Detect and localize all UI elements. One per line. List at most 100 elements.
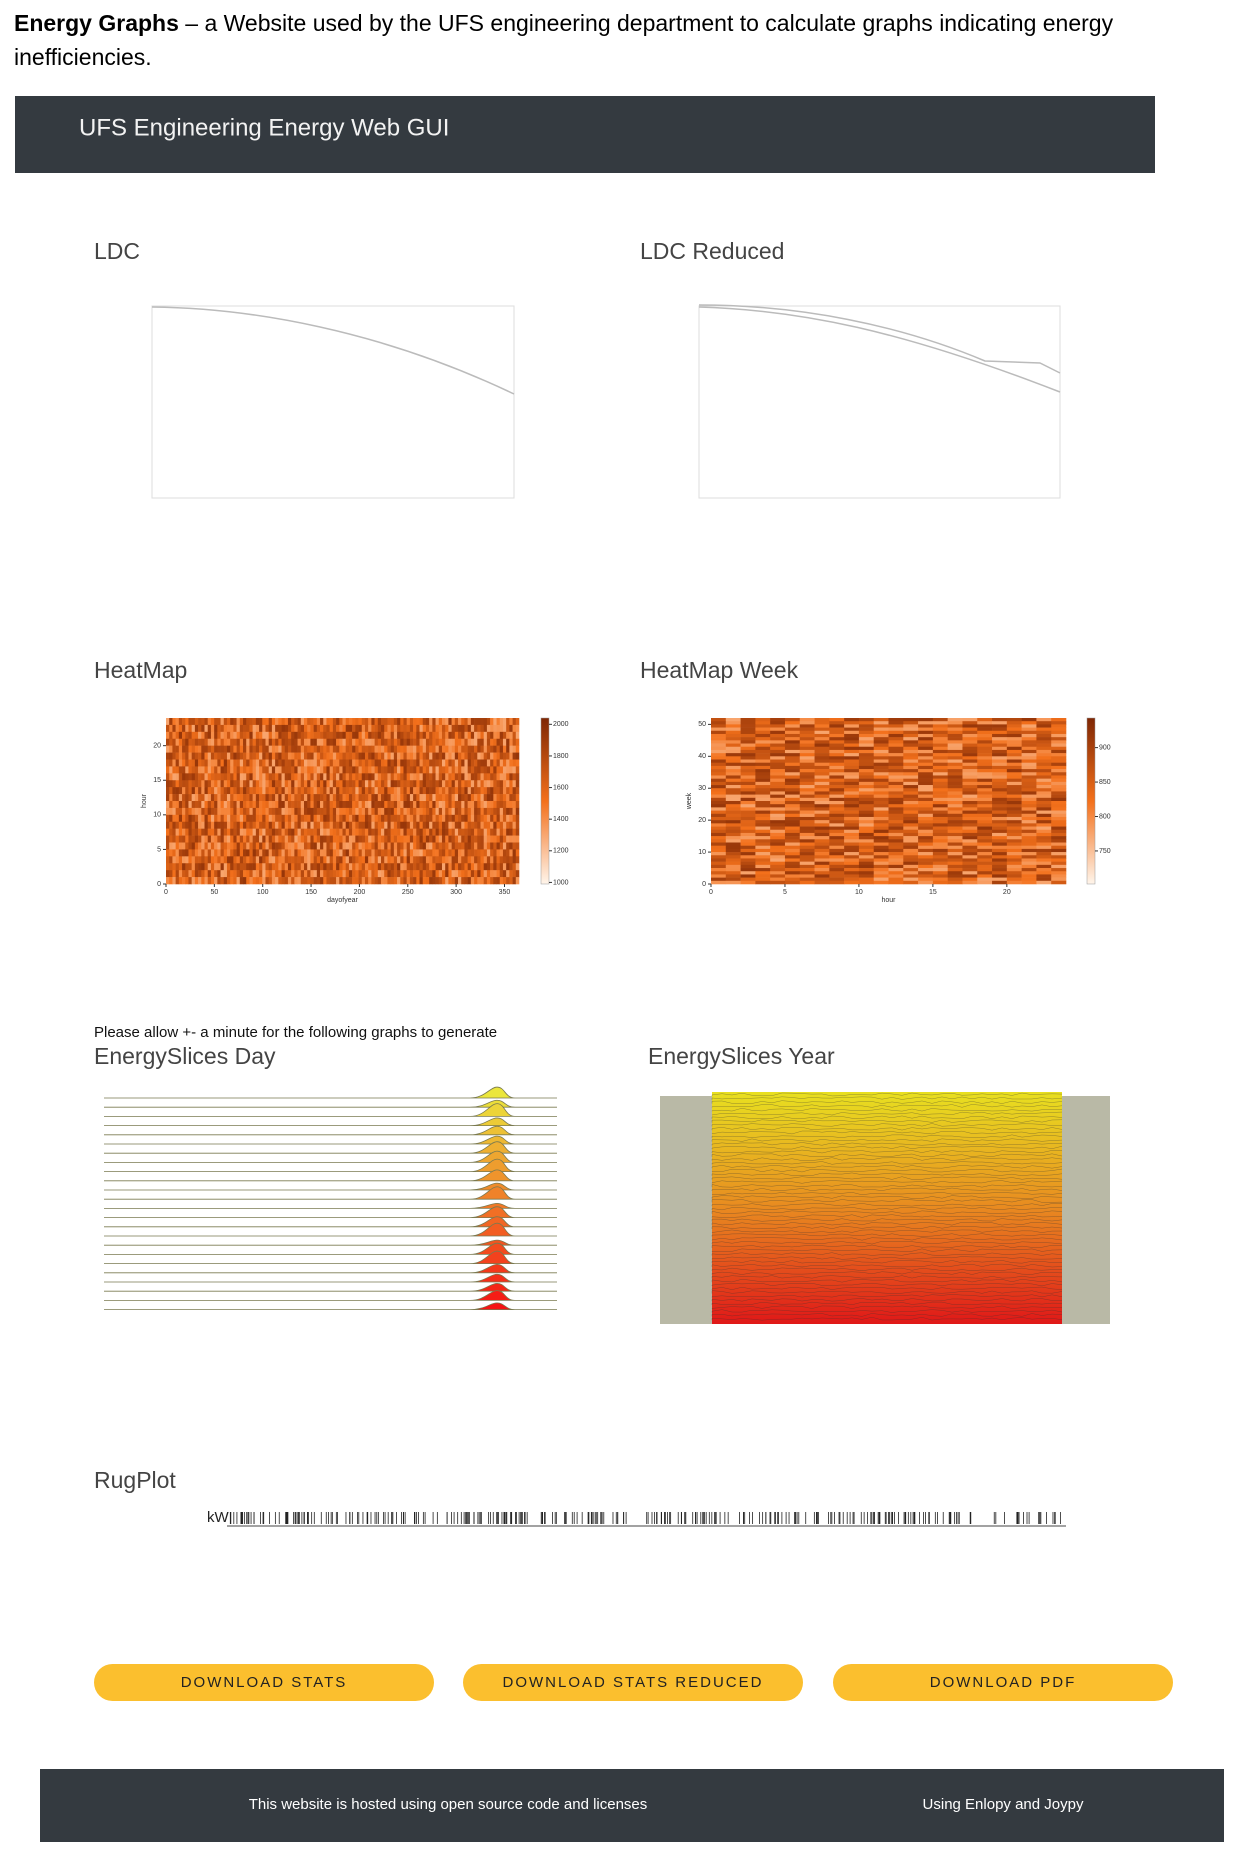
heat-cell [355,801,359,809]
heat-cell [445,718,449,726]
heat-cell [502,787,507,795]
heat-cell [246,807,250,816]
heat-cell [445,863,449,871]
heat-cell [239,814,244,823]
heat-cell [198,731,202,740]
heat-cell [432,759,436,767]
heat-cell [814,813,830,818]
heat-cell [217,794,221,802]
button-label[interactable]: DOWNLOAD STATS REDUCED [503,1674,764,1691]
heat-cell [947,772,963,776]
heat-cell [474,828,478,836]
heat-cell [194,787,199,795]
heat-cell [358,801,363,809]
heat-cell [477,759,481,767]
heat-cell [390,814,395,823]
heat-cell [278,759,282,767]
heat-cell [474,807,478,816]
heat-cell [307,718,311,726]
heat-cell [903,864,919,869]
heat-cell [903,858,919,862]
navbar-title[interactable]: UFS Engineering Energy Web GUI [79,114,449,141]
heat-cell [255,877,260,885]
heat-cell [371,766,375,774]
slice-line [711,1195,1063,1199]
heat-cell [339,821,343,829]
heat-cell [169,877,173,885]
slice-line [711,1165,1063,1169]
heat-cell [188,877,192,885]
heat-cell [829,794,845,799]
heat-cell [483,863,488,871]
heat-cell [1006,733,1022,738]
heat-cell [770,852,786,856]
heat-cell [303,849,308,857]
heat-cell [770,794,786,799]
heat-cell [287,856,292,864]
heat-cell [858,727,875,732]
heat-cell [483,821,488,829]
heat-cell [374,724,379,733]
heat-cell [185,787,189,795]
download-button[interactable] [94,1664,434,1701]
heat-cell [888,868,904,872]
heat-cell [1051,746,1067,751]
heat-cell [432,863,436,871]
heat-cell [284,718,289,726]
heat-cell [467,828,472,836]
button-label[interactable]: DOWNLOAD PDF [930,1674,1077,1691]
heat-cell [419,745,424,753]
heat-cell [400,821,404,829]
heat-cell [278,724,282,733]
heat-cell [740,730,756,735]
heat-cell [725,788,741,792]
heat-cell [903,769,919,773]
heat-cell [512,828,517,836]
heat-cell [1036,765,1052,770]
heat-cell [740,807,756,811]
heat-cell [977,829,993,834]
heat-cell [947,746,963,751]
heat-cell [486,849,491,857]
heat-cell [977,733,993,738]
heat-cell [374,849,379,857]
heat-cell [445,773,449,781]
heat-cell [464,773,468,781]
heat-cell [323,787,327,795]
heat-cell [474,794,478,802]
heat-cell [320,856,324,864]
heat-cell [814,749,830,754]
heat-cell [873,772,889,776]
heat-cell [1021,778,1037,783]
heat-cell [377,842,382,850]
heat-cell [278,787,282,795]
heat-cell [233,787,237,795]
heat-cell [246,724,250,733]
heat-cell [873,721,889,725]
heat-cell [740,820,756,824]
x-tick-label: 350 [499,889,511,896]
heat-cell [313,849,318,857]
heat-cell [454,759,459,767]
heat-cell [962,801,978,805]
heat-cell [770,778,786,783]
heat-cell [844,756,860,760]
caption: Energy Graphs – a Website used by the UF… [14,6,1254,74]
heat-cell [725,759,741,763]
heat-cell [255,724,260,733]
heat-cell [962,829,978,834]
button-label[interactable]: DOWNLOAD STATS [181,1674,348,1691]
heat-cell [435,835,440,843]
heat-cell [297,731,302,740]
heat-cell [400,724,404,733]
heat-cell [422,801,427,809]
heat-cell [191,870,196,878]
heat-cell [992,801,1008,805]
heat-cell [947,724,963,728]
download-button[interactable] [833,1664,1173,1701]
heat-cell [352,842,356,850]
heat-cell [400,877,404,885]
download-button[interactable] [463,1664,803,1701]
heat-cell [320,780,324,788]
heat-cell [438,759,443,767]
